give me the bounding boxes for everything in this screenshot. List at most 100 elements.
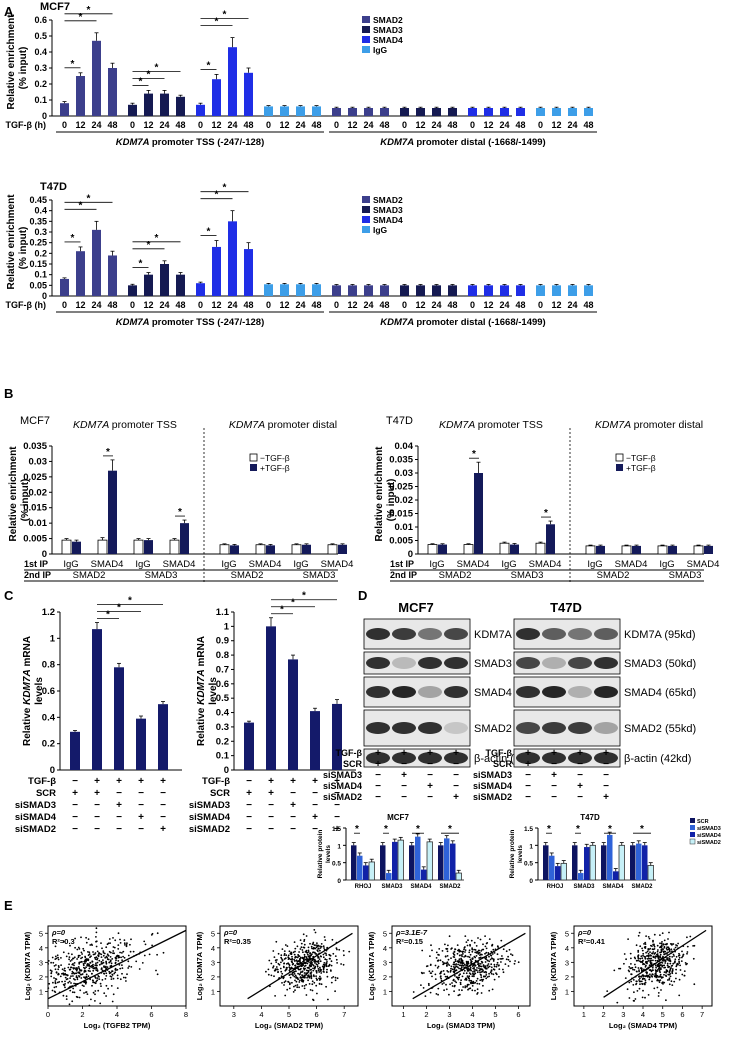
- e-1-point: [107, 987, 109, 990]
- e-1-point: [124, 944, 126, 946]
- d-t47d-band: [516, 686, 540, 698]
- e-2-point: [297, 968, 300, 971]
- e-1-point: [113, 972, 116, 975]
- e-3-point: [449, 983, 451, 986]
- e-1-point: [126, 973, 128, 976]
- e-3-point: [474, 969, 477, 971]
- e-3-point: [479, 979, 482, 982]
- e-2-point: [330, 981, 333, 984]
- a-t47d-x-tick-label: 0: [538, 300, 543, 310]
- a-mcf7-legend-label: SMAD2: [373, 15, 403, 25]
- e-4-point: [659, 979, 662, 981]
- a-mcf7-x-tick-label: 24: [295, 120, 305, 130]
- e-3-point: [454, 948, 457, 951]
- e-2-point: [305, 994, 308, 996]
- e-3-point: [479, 971, 481, 974]
- a-t47d-bar: [448, 285, 457, 296]
- e-4-point: [662, 950, 665, 953]
- e-3-xlabel: Log₂ (SMAD3 TPM): [427, 1021, 496, 1030]
- e-2-point: [283, 962, 286, 965]
- a-mcf7-legend-label: SMAD4: [373, 35, 403, 45]
- e-3-point: [501, 955, 503, 957]
- e-1-point: [99, 982, 102, 985]
- b-t47d-legend-label: +TGF-β: [626, 463, 656, 473]
- c-t47d-row-mark: −: [290, 812, 296, 823]
- e-2-point: [297, 954, 299, 956]
- e-2-point: [318, 982, 321, 985]
- e-3-point: [511, 954, 514, 957]
- d-mcf7-row-mark: +: [401, 770, 407, 781]
- e-1-point: [96, 950, 99, 953]
- e-2-y-tick-label: 5: [211, 929, 215, 938]
- e-2-point: [311, 963, 313, 966]
- c-mcf7-row-mark: −: [116, 788, 122, 799]
- e-3-point: [468, 977, 470, 980]
- e-4-point: [668, 950, 671, 953]
- e-1-point: [116, 977, 119, 980]
- e-4-point: [665, 975, 668, 977]
- e-1-point: [88, 951, 91, 954]
- e-3-point: [466, 984, 469, 987]
- d-t47d-row-mark: +: [603, 748, 609, 759]
- b-t47d-bar-plus: [596, 545, 605, 554]
- c-mcf7-y-tick-label: 0: [50, 765, 55, 776]
- a-t47d-ylabel-2: (% input): [18, 227, 29, 270]
- e-3-point: [446, 970, 449, 972]
- e-1-x-tick-label: 0: [46, 1010, 50, 1019]
- e-1-point: [88, 967, 91, 970]
- e-3-point: [488, 989, 491, 992]
- e-1-point: [119, 951, 121, 954]
- e-2-point: [312, 947, 315, 950]
- e-1-point: [78, 967, 80, 970]
- e-4-point: [666, 964, 669, 967]
- e-2-point: [274, 995, 276, 997]
- e-4-point: [666, 946, 668, 949]
- e-3-point: [421, 949, 424, 952]
- e-1-point: [105, 972, 108, 975]
- e-1-point: [71, 963, 74, 966]
- e-4-point: [661, 941, 663, 943]
- e-3-point: [466, 968, 468, 970]
- e-2-point: [319, 966, 321, 969]
- e-2-point: [306, 962, 309, 965]
- e-2-point: [307, 979, 309, 982]
- e-3-point: [471, 989, 474, 992]
- e-3-point: [480, 950, 483, 952]
- e-1-point: [121, 967, 124, 969]
- e-4-point: [638, 931, 641, 934]
- e-1-point: [88, 1004, 91, 1007]
- e-4-points: [606, 931, 696, 1004]
- c-mcf7-row-mark: −: [138, 800, 144, 811]
- e-4-y-tick-label: 5: [565, 929, 569, 938]
- e-3-point: [464, 949, 467, 951]
- e-3-fit-line: [412, 932, 526, 1000]
- d-t47d-row-mark: −: [525, 792, 531, 803]
- e-4-point: [654, 975, 656, 977]
- e-4-point: [658, 975, 661, 978]
- a-mcf7-xrow-label: TGF-β (h): [6, 120, 46, 130]
- e-2-point: [311, 989, 314, 992]
- a-mcf7-sig-sig-star: *: [223, 10, 227, 21]
- e-1-point: [85, 991, 88, 993]
- dq-mcf7-y-tick-label: 0.5: [332, 861, 341, 868]
- e-4-point: [639, 977, 641, 980]
- e-4-point: [666, 948, 669, 951]
- a-t47d-legend-swatch: [362, 226, 370, 233]
- e-4-point: [647, 954, 650, 957]
- e-1-point: [94, 958, 97, 960]
- e-2-point: [272, 966, 274, 969]
- a-t47d-legend-swatch: [362, 216, 370, 223]
- e-1-point: [84, 956, 87, 959]
- e-2-point: [307, 946, 310, 949]
- a-t47d-legend-swatch: [362, 206, 370, 213]
- e-4-point: [678, 978, 681, 981]
- e-4-y-tick-label: 1: [565, 987, 569, 996]
- e-3-point: [462, 986, 464, 988]
- e-2-point: [342, 963, 345, 966]
- e-1-point: [117, 956, 120, 959]
- c-t47d-row-mark: +: [312, 776, 318, 787]
- e-1-point: [107, 942, 110, 945]
- a-mcf7-legend-label: SMAD3: [373, 25, 403, 35]
- e-4-point: [686, 945, 689, 948]
- e-1-point: [83, 949, 85, 952]
